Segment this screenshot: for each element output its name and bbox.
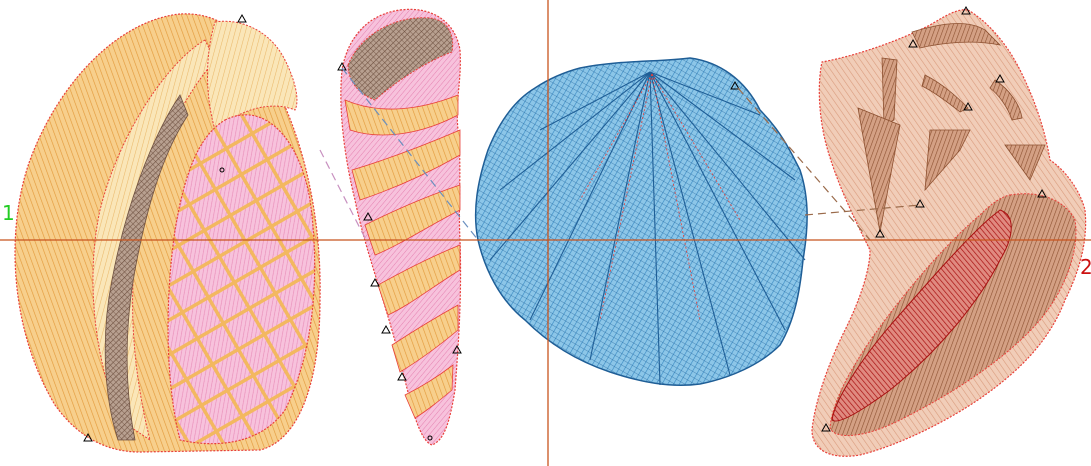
- auger-triangle-2[interactable]: [363, 211, 373, 221]
- cowrie-node[interactable]: [219, 167, 225, 173]
- auger-band-5: [391, 304, 459, 373]
- auger-aperture: [347, 17, 454, 101]
- cowrie-top-dome: [207, 20, 298, 131]
- conch-triangle-4[interactable]: [995, 73, 1005, 83]
- conch-shell-icon[interactable]: [811, 5, 1087, 457]
- auger-triangle-5[interactable]: [397, 371, 407, 381]
- auger-start-triangle[interactable]: [337, 61, 347, 71]
- conch-wedge-3: [1004, 144, 1046, 181]
- auger-end-node[interactable]: [427, 435, 433, 441]
- scallop-shell-icon[interactable]: [474, 57, 808, 386]
- auger-band-4: [377, 244, 461, 316]
- conch-spire-band-4: [989, 79, 1023, 121]
- auger-band-1: [344, 94, 459, 136]
- start-marker-label: 1: [2, 201, 15, 225]
- jump-stitch-lines: [319, 67, 921, 241]
- auger-band-3: [364, 184, 461, 256]
- cowrie-end-triangle[interactable]: [83, 432, 93, 442]
- conch-start-triangle[interactable]: [961, 5, 971, 15]
- conch-end-triangle[interactable]: [821, 422, 831, 432]
- scallop-ribs: [489, 71, 806, 386]
- conch-triangle-6[interactable]: [915, 198, 925, 208]
- auger-triangle-6[interactable]: [452, 344, 462, 354]
- conch-triangle-5[interactable]: [1037, 188, 1047, 198]
- cowrie-dark-groove: [104, 94, 189, 441]
- conch-wedge-1: [857, 107, 901, 233]
- conch-wedge-2: [924, 129, 971, 192]
- auger-triangle-3[interactable]: [370, 277, 380, 287]
- conch-inner-red: [831, 209, 1012, 422]
- cowrie-start-triangle[interactable]: [237, 13, 247, 23]
- conch-spire-band-1: [911, 23, 1002, 49]
- auger-band-2: [351, 129, 461, 201]
- scallop-body: [474, 57, 808, 386]
- conch-triangle-3[interactable]: [963, 101, 973, 111]
- scallop-red-stitches: [579, 73, 741, 321]
- end-marker-label: 2: [1080, 255, 1091, 279]
- auger-shell-icon[interactable]: [337, 8, 462, 446]
- cowrie-shell-icon[interactable]: [14, 13, 321, 453]
- auger-band-6: [404, 364, 454, 419]
- cowrie-pink-panel: [167, 114, 316, 445]
- conch-spire-band-3: [921, 74, 969, 113]
- scallop-start-triangle[interactable]: [730, 80, 740, 90]
- auger-triangle-4[interactable]: [381, 324, 391, 334]
- conch-spire-band-2: [881, 57, 898, 126]
- conch-triangle-7[interactable]: [875, 228, 885, 238]
- conch-triangle-2[interactable]: [908, 38, 918, 48]
